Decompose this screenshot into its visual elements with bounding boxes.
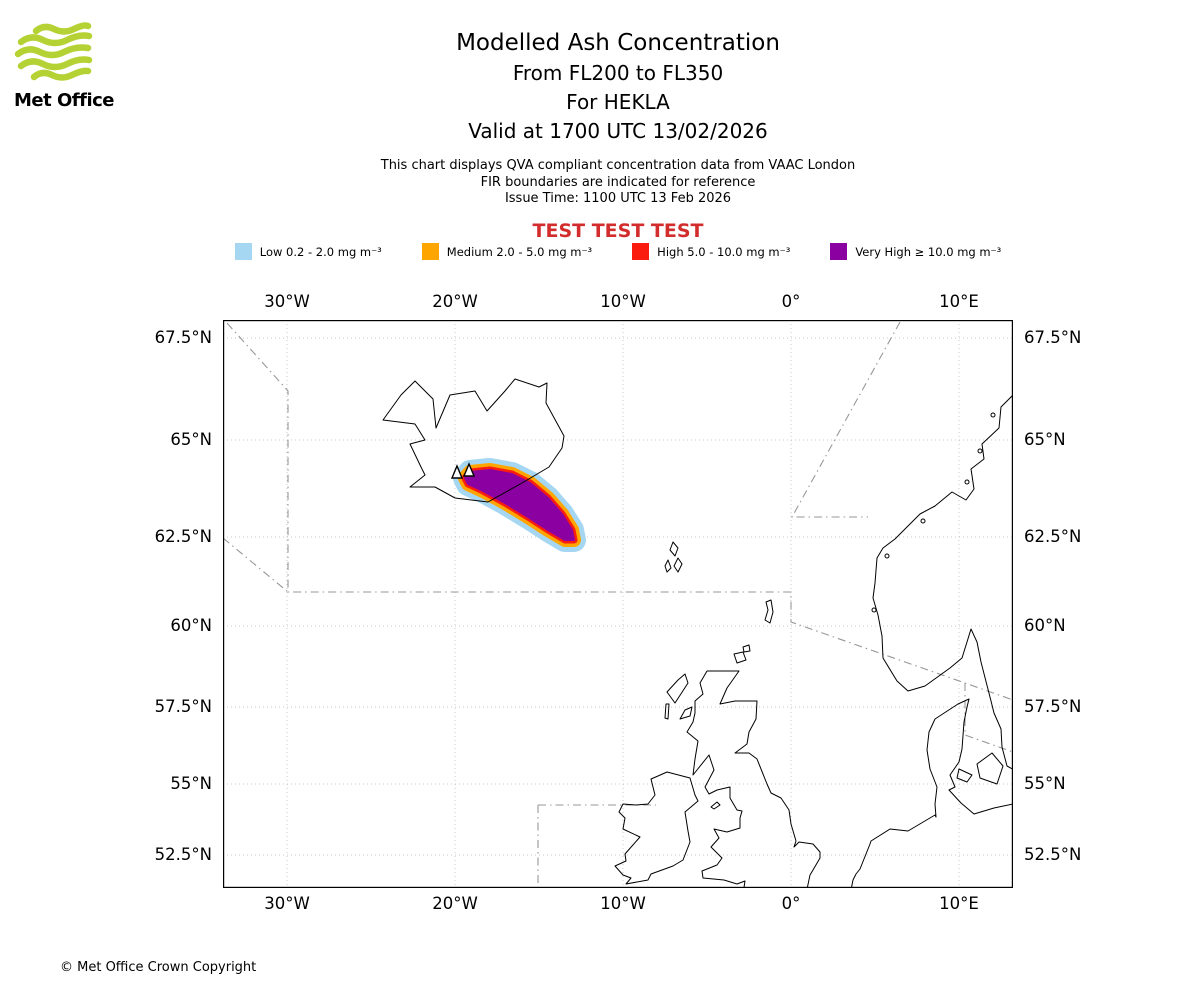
coast-ireland (614, 771, 699, 885)
lon-label-bottom: 0° (781, 894, 801, 913)
coast-funen (956, 768, 973, 783)
lon-label-bottom: 30°W (264, 894, 310, 913)
test-banner: TEST TEST TEST (532, 219, 704, 242)
coast-zealand (976, 752, 1004, 785)
lon-label-top: 10°W (600, 292, 646, 311)
lat-label-left: 67.5°N (154, 328, 212, 347)
coast-norway-islets (871, 412, 996, 613)
coast-great-britain (686, 670, 821, 888)
lon-label-top: 0° (781, 292, 801, 311)
subtitle-valid-time: Valid at 1700 UTC 13/02/2026 (468, 119, 768, 143)
page-title: Modelled Ash Concentration (456, 30, 780, 56)
lon-label-bottom: 10°E (939, 894, 979, 913)
coast-skye (679, 706, 693, 720)
map-panel (223, 320, 1013, 888)
subtitle-flight-levels: From FL200 to FL350 (512, 61, 724, 85)
coast-shetland (764, 599, 774, 624)
lon-label-top: 10°E (939, 292, 979, 311)
medium-swatch (421, 243, 439, 260)
ash-plume (453, 458, 586, 552)
lat-label-right: 67.5°N (1024, 328, 1082, 347)
subtitle-volcano: For HEKLA (566, 90, 670, 114)
lat-label-left: 52.5°N (154, 845, 212, 864)
lat-label-right: 57.5°N (1024, 697, 1082, 716)
legend-label-very-high: Very High ≥ 10.0 mg m⁻³ (855, 244, 1002, 259)
lon-label-bottom: 20°W (432, 894, 478, 913)
ash-band-very-high (464, 469, 575, 541)
met-office-wordmark: Met Office (14, 90, 115, 111)
high-swatch (632, 243, 650, 260)
legend-label-medium: Medium 2.0 - 5.0 mg m⁻³ (446, 244, 593, 259)
low-swatch (234, 243, 252, 260)
legend-item-low: Low 0.2 - 2.0 mg m⁻³ (234, 243, 382, 260)
volcano-marker (450, 462, 476, 479)
lat-label-left: 60°N (170, 616, 212, 635)
legend-label-low: Low 0.2 - 2.0 mg m⁻³ (259, 244, 382, 259)
coast-lewis (666, 673, 689, 704)
lat-label-left: 62.5°N (154, 527, 212, 546)
lat-label-right: 62.5°N (1024, 527, 1082, 546)
lat-label-left: 55°N (170, 774, 212, 793)
header: Modelled Ash Concentration From FL200 to… (18, 30, 1200, 242)
lon-label-top: 20°W (432, 292, 478, 311)
concentration-legend: Low 0.2 - 2.0 mg m⁻³ Medium 2.0 - 5.0 mg… (18, 243, 1200, 260)
coast-isle-of-man (710, 801, 721, 810)
legend-item-very-high: Very High ≥ 10.0 mg m⁻³ (830, 243, 1001, 260)
legend-item-medium: Medium 2.0 - 5.0 mg m⁻³ (421, 243, 593, 260)
coast-orkney (733, 644, 751, 664)
met-office-logo: Met Office (14, 22, 124, 111)
legend-label-high: High 5.0 - 10.0 mg m⁻³ (657, 244, 791, 259)
coast-faroes (664, 541, 683, 573)
note-fir: FIR boundaries are indicated for referen… (480, 174, 756, 190)
legend-item-high: High 5.0 - 10.0 mg m⁻³ (632, 243, 790, 260)
lat-label-right: 65°N (1024, 430, 1066, 449)
note-qva: This chart displays QVA compliant concen… (380, 158, 856, 173)
lon-label-top: 30°W (264, 292, 310, 311)
very-high-swatch (830, 243, 848, 260)
coast-iceland (382, 378, 565, 503)
coast-denmark-germany-netherlands (850, 698, 1013, 888)
met-office-waves-icon (14, 22, 93, 81)
coast-uist (664, 703, 670, 720)
lat-label-right: 52.5°N (1024, 845, 1082, 864)
note-issue-time: Issue Time: 1100 UTC 13 Feb 2026 (504, 191, 732, 206)
lat-label-right: 60°N (1024, 616, 1066, 635)
lat-label-left: 57.5°N (154, 697, 212, 716)
graticule-grid (223, 320, 1013, 888)
map-border (223, 320, 1013, 888)
copyright-notice: © Met Office Crown Copyright (60, 960, 257, 975)
lon-label-bottom: 10°W (600, 894, 646, 913)
lat-label-left: 65°N (170, 430, 212, 449)
coast-norway-sweden (872, 394, 1013, 770)
fir-boundaries (223, 321, 1013, 888)
notes-block: This chart displays QVA compliant concen… (18, 158, 1200, 208)
lat-label-right: 55°N (1024, 774, 1066, 793)
map-canvas (223, 320, 1013, 888)
coastlines (382, 378, 1013, 888)
